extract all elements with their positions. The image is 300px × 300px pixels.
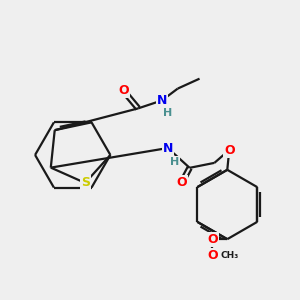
Text: O: O bbox=[176, 176, 187, 189]
Text: O: O bbox=[118, 84, 129, 97]
Text: CH₃: CH₃ bbox=[220, 250, 238, 260]
Text: O: O bbox=[207, 248, 218, 262]
Text: O: O bbox=[224, 143, 235, 157]
Text: H: H bbox=[163, 108, 172, 118]
Text: H: H bbox=[170, 157, 179, 167]
Text: O: O bbox=[207, 233, 218, 246]
Text: S: S bbox=[81, 176, 90, 189]
Text: N: N bbox=[163, 142, 173, 154]
Text: N: N bbox=[157, 94, 167, 107]
